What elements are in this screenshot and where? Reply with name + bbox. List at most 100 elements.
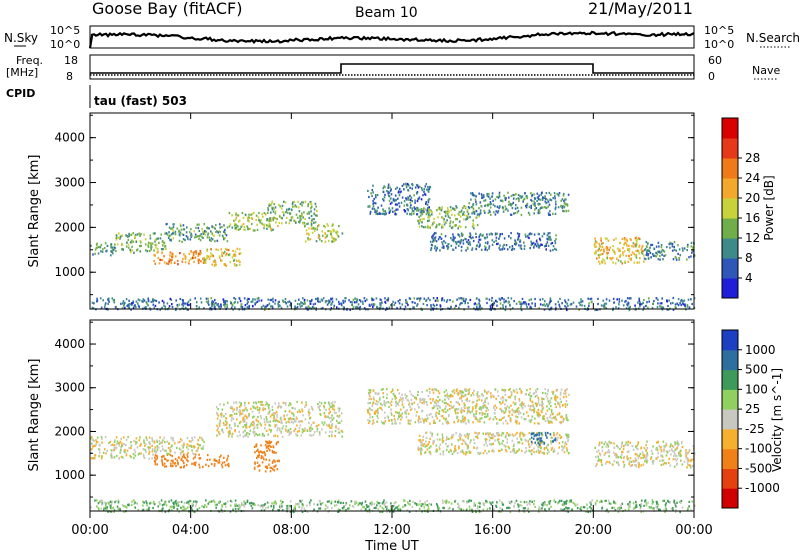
echo-cell (384, 210, 387, 213)
echo-cell (298, 409, 301, 412)
echo-cell (510, 394, 513, 397)
echo-cell (108, 297, 110, 300)
echo-cell (514, 419, 517, 422)
echo-cell (213, 458, 216, 461)
echo-cell (407, 196, 410, 200)
echo-cell (687, 463, 689, 466)
echo-cell (422, 211, 424, 214)
echo-cell (278, 300, 280, 303)
echo-cell (506, 405, 509, 408)
echo-cell (502, 304, 504, 307)
echo-cell (565, 433, 568, 436)
echo-cell (334, 239, 336, 242)
echo-cell (236, 224, 239, 228)
echo-cell (232, 308, 234, 311)
echo-cell (450, 209, 452, 212)
echo-cell (461, 417, 464, 420)
echo-cell (629, 464, 632, 468)
echo-cell (491, 296, 493, 300)
echo-cell (636, 448, 639, 451)
echo-cell (485, 246, 487, 249)
echo-cell (467, 434, 470, 438)
echo-cell (403, 183, 405, 186)
echo-cell (439, 438, 441, 441)
echo-cell (606, 257, 608, 260)
echo-cell (441, 409, 444, 412)
echo-cell (341, 430, 344, 433)
echo-cell (400, 190, 402, 193)
echo-cell (202, 236, 204, 240)
echo-cell (257, 448, 259, 451)
echo-cell (467, 241, 470, 245)
echo-cell (434, 247, 436, 250)
echo-cell (156, 454, 158, 458)
echo-cell (441, 400, 444, 403)
echo-cell (380, 204, 383, 207)
echo-cell (459, 436, 462, 439)
echo-cell (544, 304, 547, 307)
echo-cell (624, 300, 626, 303)
echo-cell (426, 203, 429, 206)
echo-cell (612, 256, 614, 260)
echo-cell (525, 439, 527, 442)
echo-cell (609, 246, 612, 249)
echo-cell (216, 413, 219, 416)
echo-cell (218, 422, 221, 425)
echo-cell (680, 459, 682, 462)
echo-cell (280, 431, 283, 434)
echo-cell (475, 404, 478, 407)
echo-cell (443, 220, 445, 223)
echo-cell (290, 418, 293, 421)
echo-cell (505, 408, 507, 411)
echo-cell (231, 226, 234, 229)
echo-cell (305, 404, 307, 407)
echo-cell (328, 435, 331, 438)
echo-cell (446, 247, 449, 250)
echo-cell (635, 236, 638, 239)
echo-cell (409, 198, 412, 201)
echo-cell (148, 249, 151, 253)
echo-cell (230, 427, 233, 430)
echo-cell (239, 434, 241, 437)
echo-cell (96, 300, 98, 303)
echo-cell (462, 391, 465, 394)
echo-cell (530, 443, 533, 446)
echo-cell (672, 296, 675, 300)
echo-cell (471, 192, 474, 195)
echo-cell (468, 207, 471, 210)
echo-cell (145, 301, 148, 304)
echo-cell (277, 303, 279, 306)
echo-cell (251, 416, 254, 419)
echo-cell (183, 228, 186, 231)
echo-cell (537, 398, 540, 402)
echo-cell (436, 438, 439, 441)
echo-cell (472, 392, 474, 395)
echo-cell (432, 391, 435, 394)
echo-cell (466, 451, 468, 454)
echo-cell (328, 402, 330, 405)
echo-cell (102, 299, 104, 302)
echo-cell (379, 396, 381, 399)
echo-cell (460, 238, 462, 242)
echo-cell (482, 406, 484, 409)
echo-cell (489, 442, 491, 446)
echo-cell (450, 394, 453, 397)
echo-cell (266, 227, 268, 230)
echo-cell (219, 403, 221, 406)
echo-cell (106, 449, 108, 453)
echo-cell (520, 305, 522, 308)
echo-cell (122, 456, 124, 459)
echo-cell (564, 441, 567, 444)
echo-cell (548, 420, 550, 423)
echo-cell (367, 421, 370, 424)
echo-cell (616, 298, 618, 301)
echo-cell (319, 413, 322, 416)
echo-cell (287, 420, 290, 423)
echo-cell (552, 416, 555, 419)
echo-cell (114, 446, 117, 449)
echo-cell (218, 430, 220, 434)
echo-cell (613, 238, 615, 241)
echo-cell (528, 445, 530, 448)
echo-cell (270, 211, 272, 214)
echo-cell (473, 446, 475, 449)
